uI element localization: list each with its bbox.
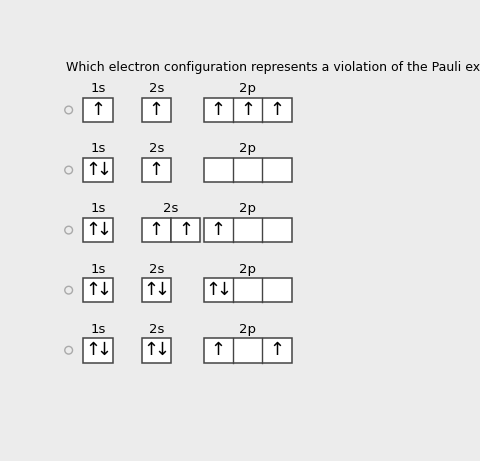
Text: 1s: 1s [90,263,106,276]
Text: ↑: ↑ [210,101,225,119]
Text: 1s: 1s [90,142,106,155]
Text: ↓: ↓ [96,221,111,239]
Text: ↑: ↑ [85,341,100,359]
Text: ↑: ↑ [85,161,100,179]
Text: 1s: 1s [90,83,106,95]
Bar [141,98,170,122]
Bar [83,158,113,183]
Text: 1s: 1s [90,323,106,336]
Text: 2s: 2s [148,263,164,276]
Bar [83,218,113,242]
Bar [83,338,113,362]
Text: 1s: 1s [90,202,106,215]
Text: ↑: ↑ [148,161,164,179]
Text: ↑: ↑ [210,221,225,239]
Bar [141,218,170,242]
Text: ↑: ↑ [143,341,158,359]
Text: ↓: ↓ [96,281,111,299]
Text: ↑: ↑ [148,101,164,119]
Text: ↑: ↑ [205,281,220,299]
Bar [170,218,200,242]
Text: 2p: 2p [239,142,256,155]
Text: ↑: ↑ [210,341,225,359]
Text: ↑: ↑ [240,101,255,119]
Text: ↑: ↑ [269,341,284,359]
Bar [141,158,170,183]
Bar [203,278,291,302]
Text: ↑: ↑ [178,221,193,239]
Text: ↓: ↓ [154,341,169,359]
Text: ↓: ↓ [96,341,111,359]
Text: ↓: ↓ [216,281,231,299]
Text: 2p: 2p [239,83,256,95]
Text: ↑: ↑ [90,101,106,119]
Text: ↑: ↑ [148,221,164,239]
Text: 2s: 2s [163,202,178,215]
Bar [141,338,170,362]
Text: 2p: 2p [239,263,256,276]
Bar [203,338,291,362]
Bar [203,218,291,242]
Text: 2s: 2s [148,323,164,336]
Text: ↑: ↑ [143,281,158,299]
Text: 2s: 2s [148,83,164,95]
Text: ↑: ↑ [269,101,284,119]
Text: ↓: ↓ [154,281,169,299]
Bar [203,98,291,122]
Bar [83,278,113,302]
Text: ↑: ↑ [85,221,100,239]
Text: 2p: 2p [239,202,256,215]
Bar [141,278,170,302]
Bar [83,98,113,122]
Text: 2s: 2s [148,142,164,155]
Text: ↑: ↑ [85,281,100,299]
Text: ↓: ↓ [96,161,111,179]
Text: 2p: 2p [239,323,256,336]
Text: Which electron configuration represents a violation of the Pauli exclusion princ: Which electron configuration represents … [66,61,480,75]
Bar [203,158,291,183]
